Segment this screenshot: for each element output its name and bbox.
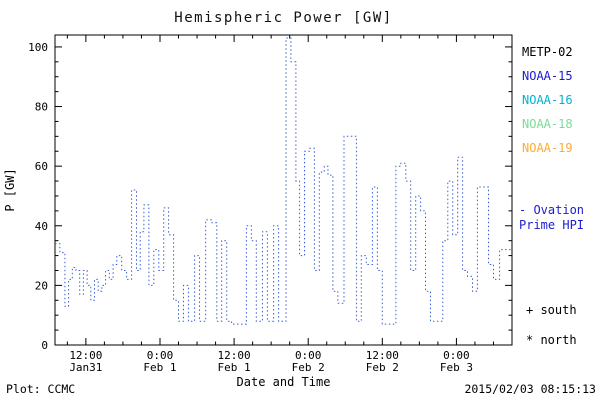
svg-text:Feb 2: Feb 2 xyxy=(366,361,399,374)
svg-text:Feb 3: Feb 3 xyxy=(440,361,473,374)
svg-text:12:00: 12:00 xyxy=(218,349,251,362)
model-legend-line2: Prime HPI xyxy=(519,218,585,232)
svg-text:60: 60 xyxy=(35,160,48,173)
svg-text:40: 40 xyxy=(35,220,48,233)
legend-item-noaa-18: NOAA-18 xyxy=(522,117,573,131)
svg-text:Feb 1: Feb 1 xyxy=(218,361,251,374)
chart-title: Hemispheric Power [GW] xyxy=(174,10,393,26)
legend-item-noaa-15: NOAA-15 xyxy=(522,69,573,83)
satellite-legend: METP-02 NOAA-15 NOAA-16 NOAA-18 NOAA-19 xyxy=(522,40,573,160)
svg-text:12:00: 12:00 xyxy=(366,349,399,362)
svg-text:0:00: 0:00 xyxy=(443,349,470,362)
plot-timestamp: 2015/02/03 08:15:13 xyxy=(464,382,596,396)
svg-text:0: 0 xyxy=(41,339,48,352)
svg-text:0:00: 0:00 xyxy=(147,349,174,362)
svg-text:0:00: 0:00 xyxy=(295,349,322,362)
plot-credit: Plot: CCMC xyxy=(6,382,76,396)
legend-item-noaa-16: NOAA-16 xyxy=(522,93,573,107)
svg-text:Feb 1: Feb 1 xyxy=(143,361,176,374)
legend-item-metp-02: METP-02 xyxy=(522,45,573,59)
svg-text:12:00: 12:00 xyxy=(69,349,102,362)
svg-text:P [GW]: P [GW] xyxy=(3,168,17,211)
north-marker-label: * north xyxy=(526,333,577,347)
legend-item-noaa-19: NOAA-19 xyxy=(522,141,573,155)
svg-text:Feb 2: Feb 2 xyxy=(292,361,325,374)
svg-text:Date and Time: Date and Time xyxy=(237,375,331,389)
model-legend: - Ovation Prime HPI xyxy=(519,203,584,233)
svg-text:100: 100 xyxy=(28,41,48,54)
south-marker-label: + south xyxy=(526,303,577,317)
svg-text:20: 20 xyxy=(35,279,48,292)
model-legend-line1: - Ovation xyxy=(519,203,585,217)
svg-text:Jan31: Jan31 xyxy=(69,361,102,374)
svg-text:80: 80 xyxy=(35,101,48,114)
